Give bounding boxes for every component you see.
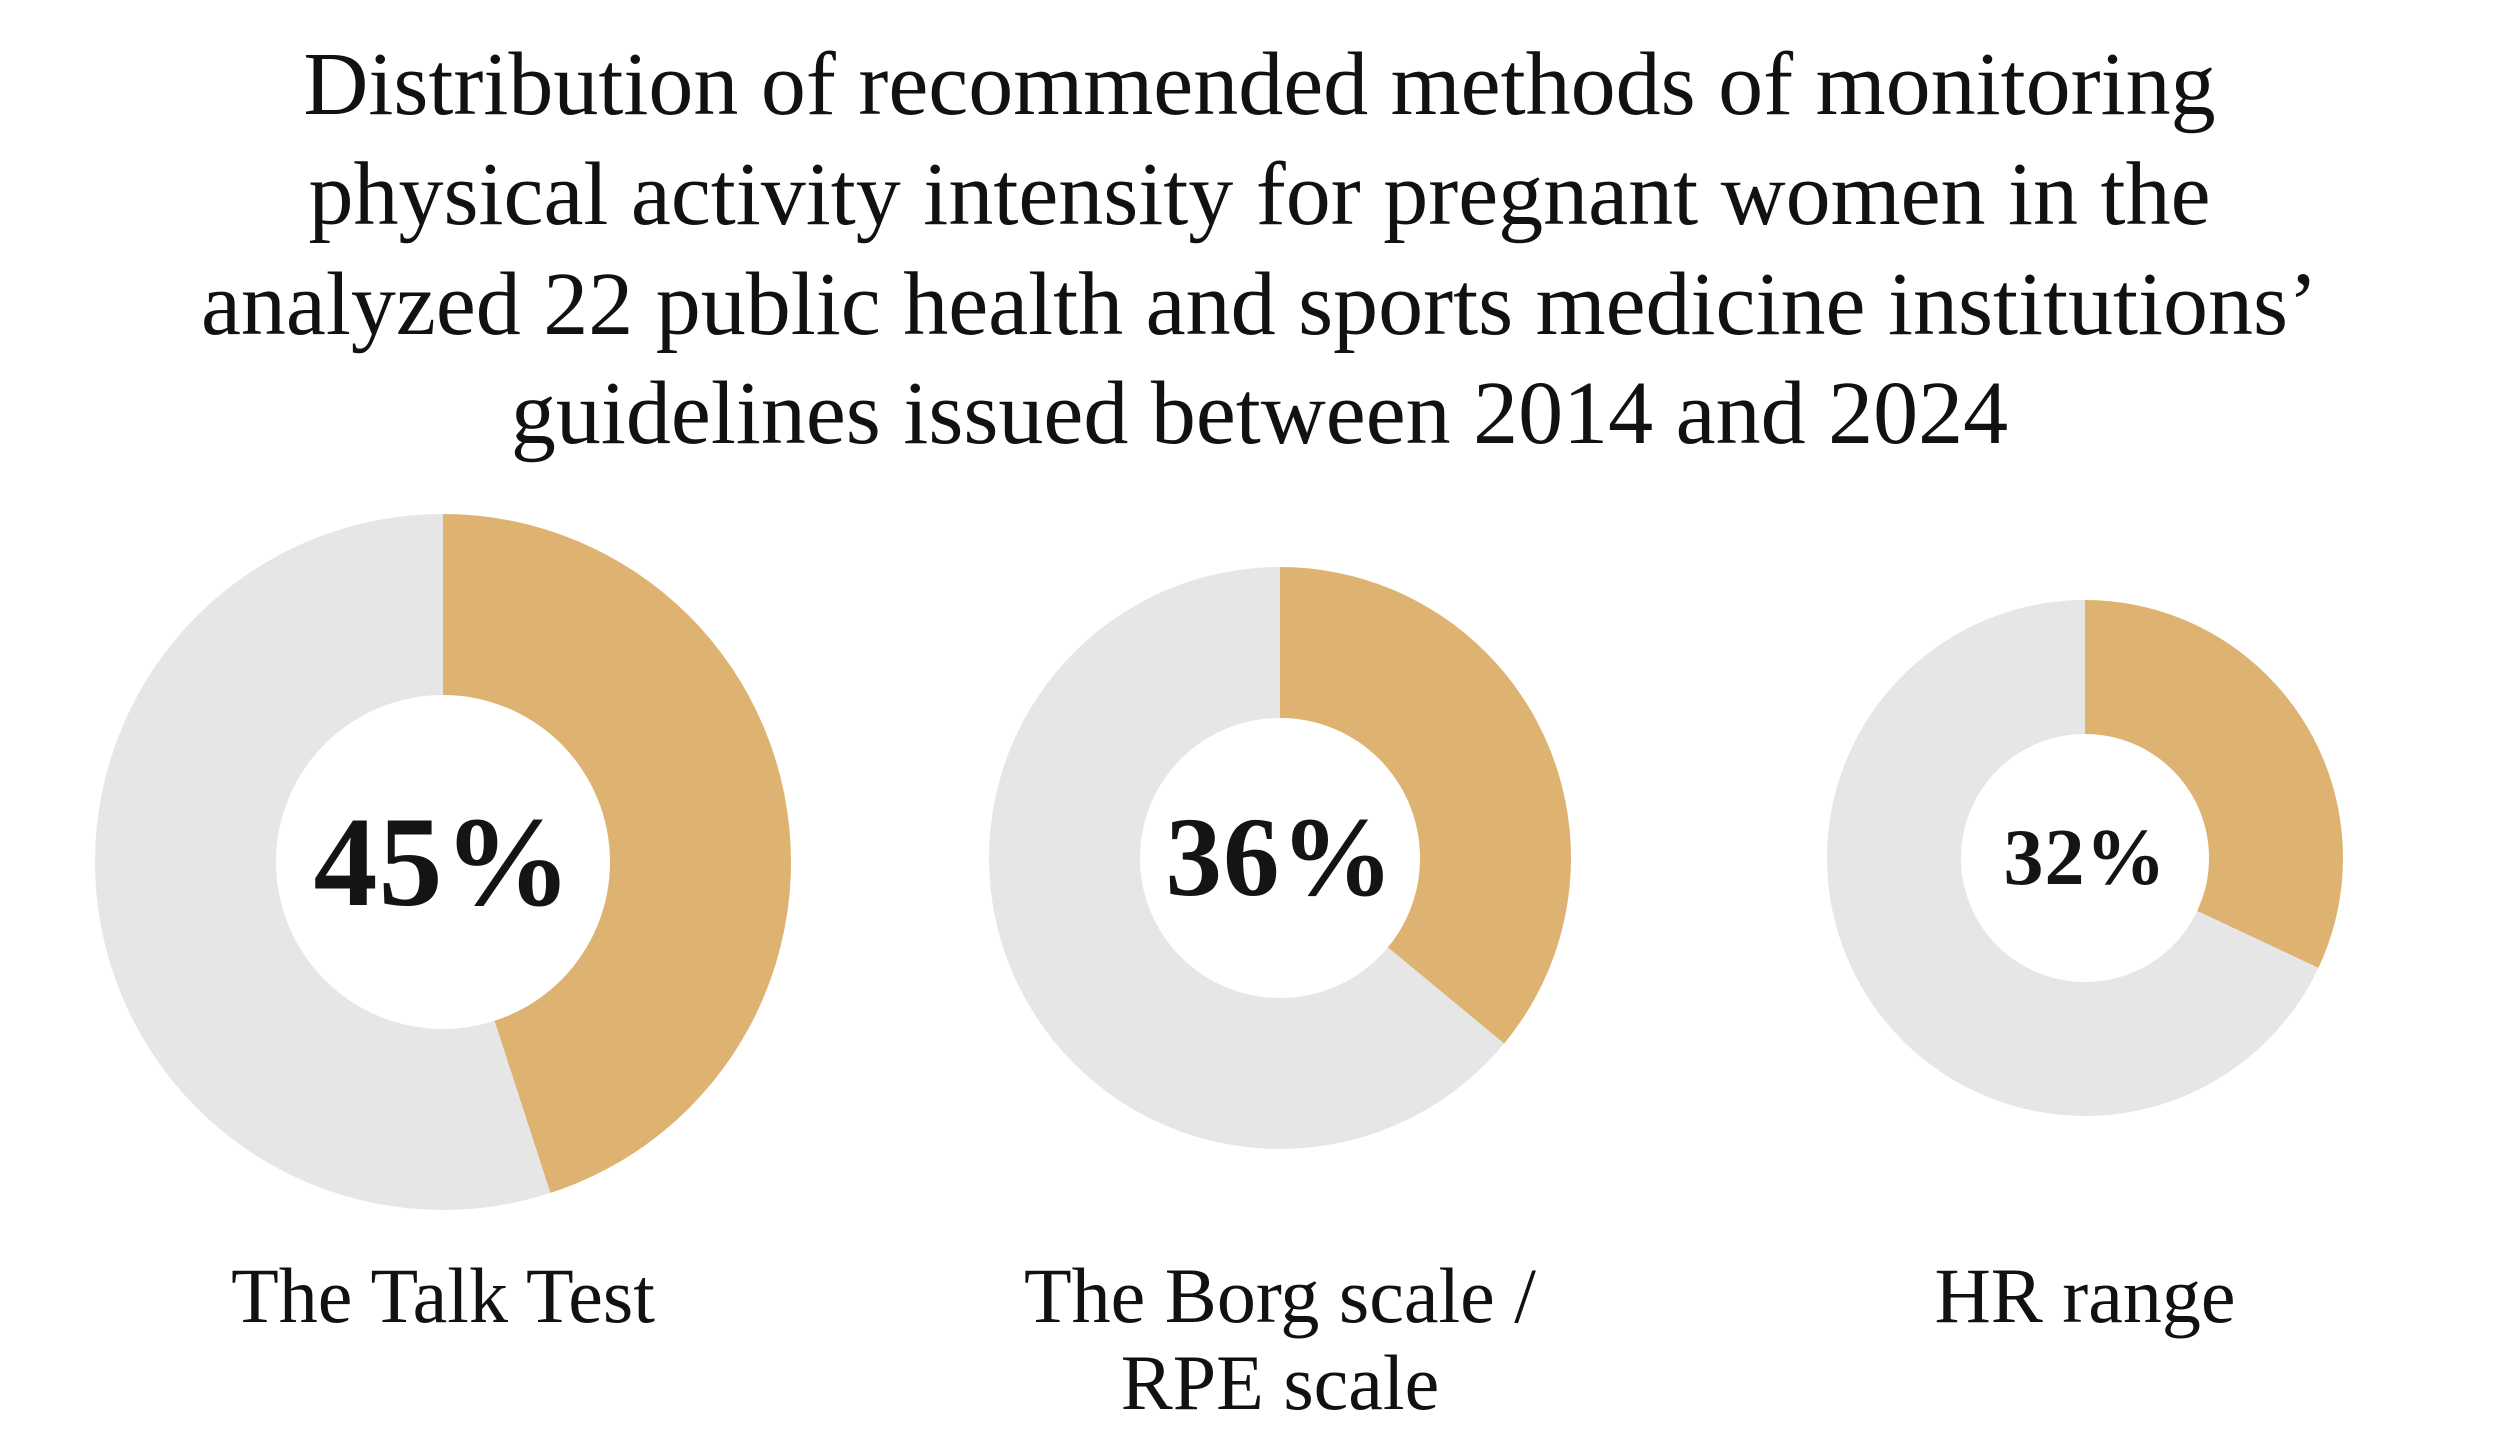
caption-line: RPE scale [1120, 1339, 1440, 1427]
donut-caption-borg-rpe-scale: The Borg scale / RPE scale [989, 1252, 1571, 1427]
donut-chart-hr-range: 32% [1827, 600, 2343, 1116]
donut-percent-label: 45% [313, 790, 573, 933]
page-title-line-1: Distribution of recommended methods of m… [303, 35, 2216, 134]
page-title: Distribution of recommended methods of m… [0, 30, 2519, 469]
donut-chart-talk-test: 45% [95, 514, 791, 1210]
donut-chart-borg-rpe-scale: 36% [989, 567, 1571, 1149]
page-title-line-4: guidelines issued between 2014 and 2024 [510, 364, 2009, 464]
donut-percent-label: 32% [2003, 813, 2167, 902]
donut-percent-label: 36% [1165, 795, 1395, 920]
caption-line: The Borg scale / [1024, 1252, 1536, 1339]
donut-caption-hr-range: HR range [1827, 1252, 2343, 1339]
donut-hole: 45% [275, 694, 611, 1030]
caption-line: The Talk Test [231, 1252, 655, 1339]
page-title-line-2: physical activity intensity for pregnant… [308, 144, 2211, 244]
donut-hole: 32% [1961, 734, 2209, 982]
page-title-line-3: analyzed 22 public health and sports med… [200, 254, 2319, 354]
caption-line: HR range [1934, 1252, 2236, 1339]
donut-hole: 36% [1140, 718, 1420, 998]
donut-caption-talk-test: The Talk Test [95, 1252, 791, 1339]
